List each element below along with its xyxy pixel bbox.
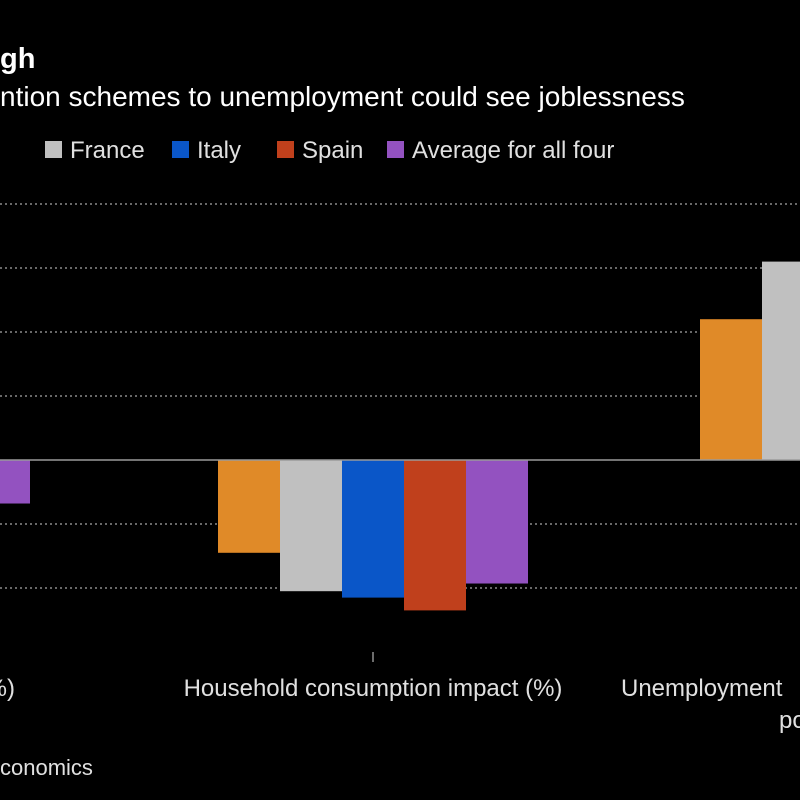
legend-item: Spain [277,137,363,164]
source-note: conomics [0,755,93,780]
bar [0,460,30,504]
legend-item: France [45,137,145,164]
x-axis: %) Household consumption impact (%) Unempl… [0,652,800,734]
legend-swatch [387,141,404,158]
legend-item: Italy [172,137,241,164]
legend: nyFranceItalySpainAverage for all four [45,137,614,164]
chart-subtitle: ntion schemes to unemployment could see … [0,81,685,112]
bar [280,460,342,592]
legend-item: Average for all four [387,137,614,164]
bar [762,261,800,460]
bar [342,460,404,598]
x-tick-label: Unemployment [621,675,783,702]
legend-swatch [172,141,189,158]
legend-label: France [70,137,145,164]
legend-swatch [277,141,294,158]
chart-title: gh [0,43,35,75]
x-tick-label-line2: po [779,707,800,734]
legend-swatch [45,141,62,158]
bar [700,319,762,460]
x-tick-label: Household consumption impact (%) [184,675,563,702]
bars [0,261,800,611]
x-tick-label: %) [0,675,15,702]
bar [404,460,466,611]
legend-label: Average for all four [412,137,614,164]
bar [466,460,528,584]
legend-label: Italy [197,137,241,164]
bar [218,460,280,553]
legend-label: Spain [302,137,363,164]
